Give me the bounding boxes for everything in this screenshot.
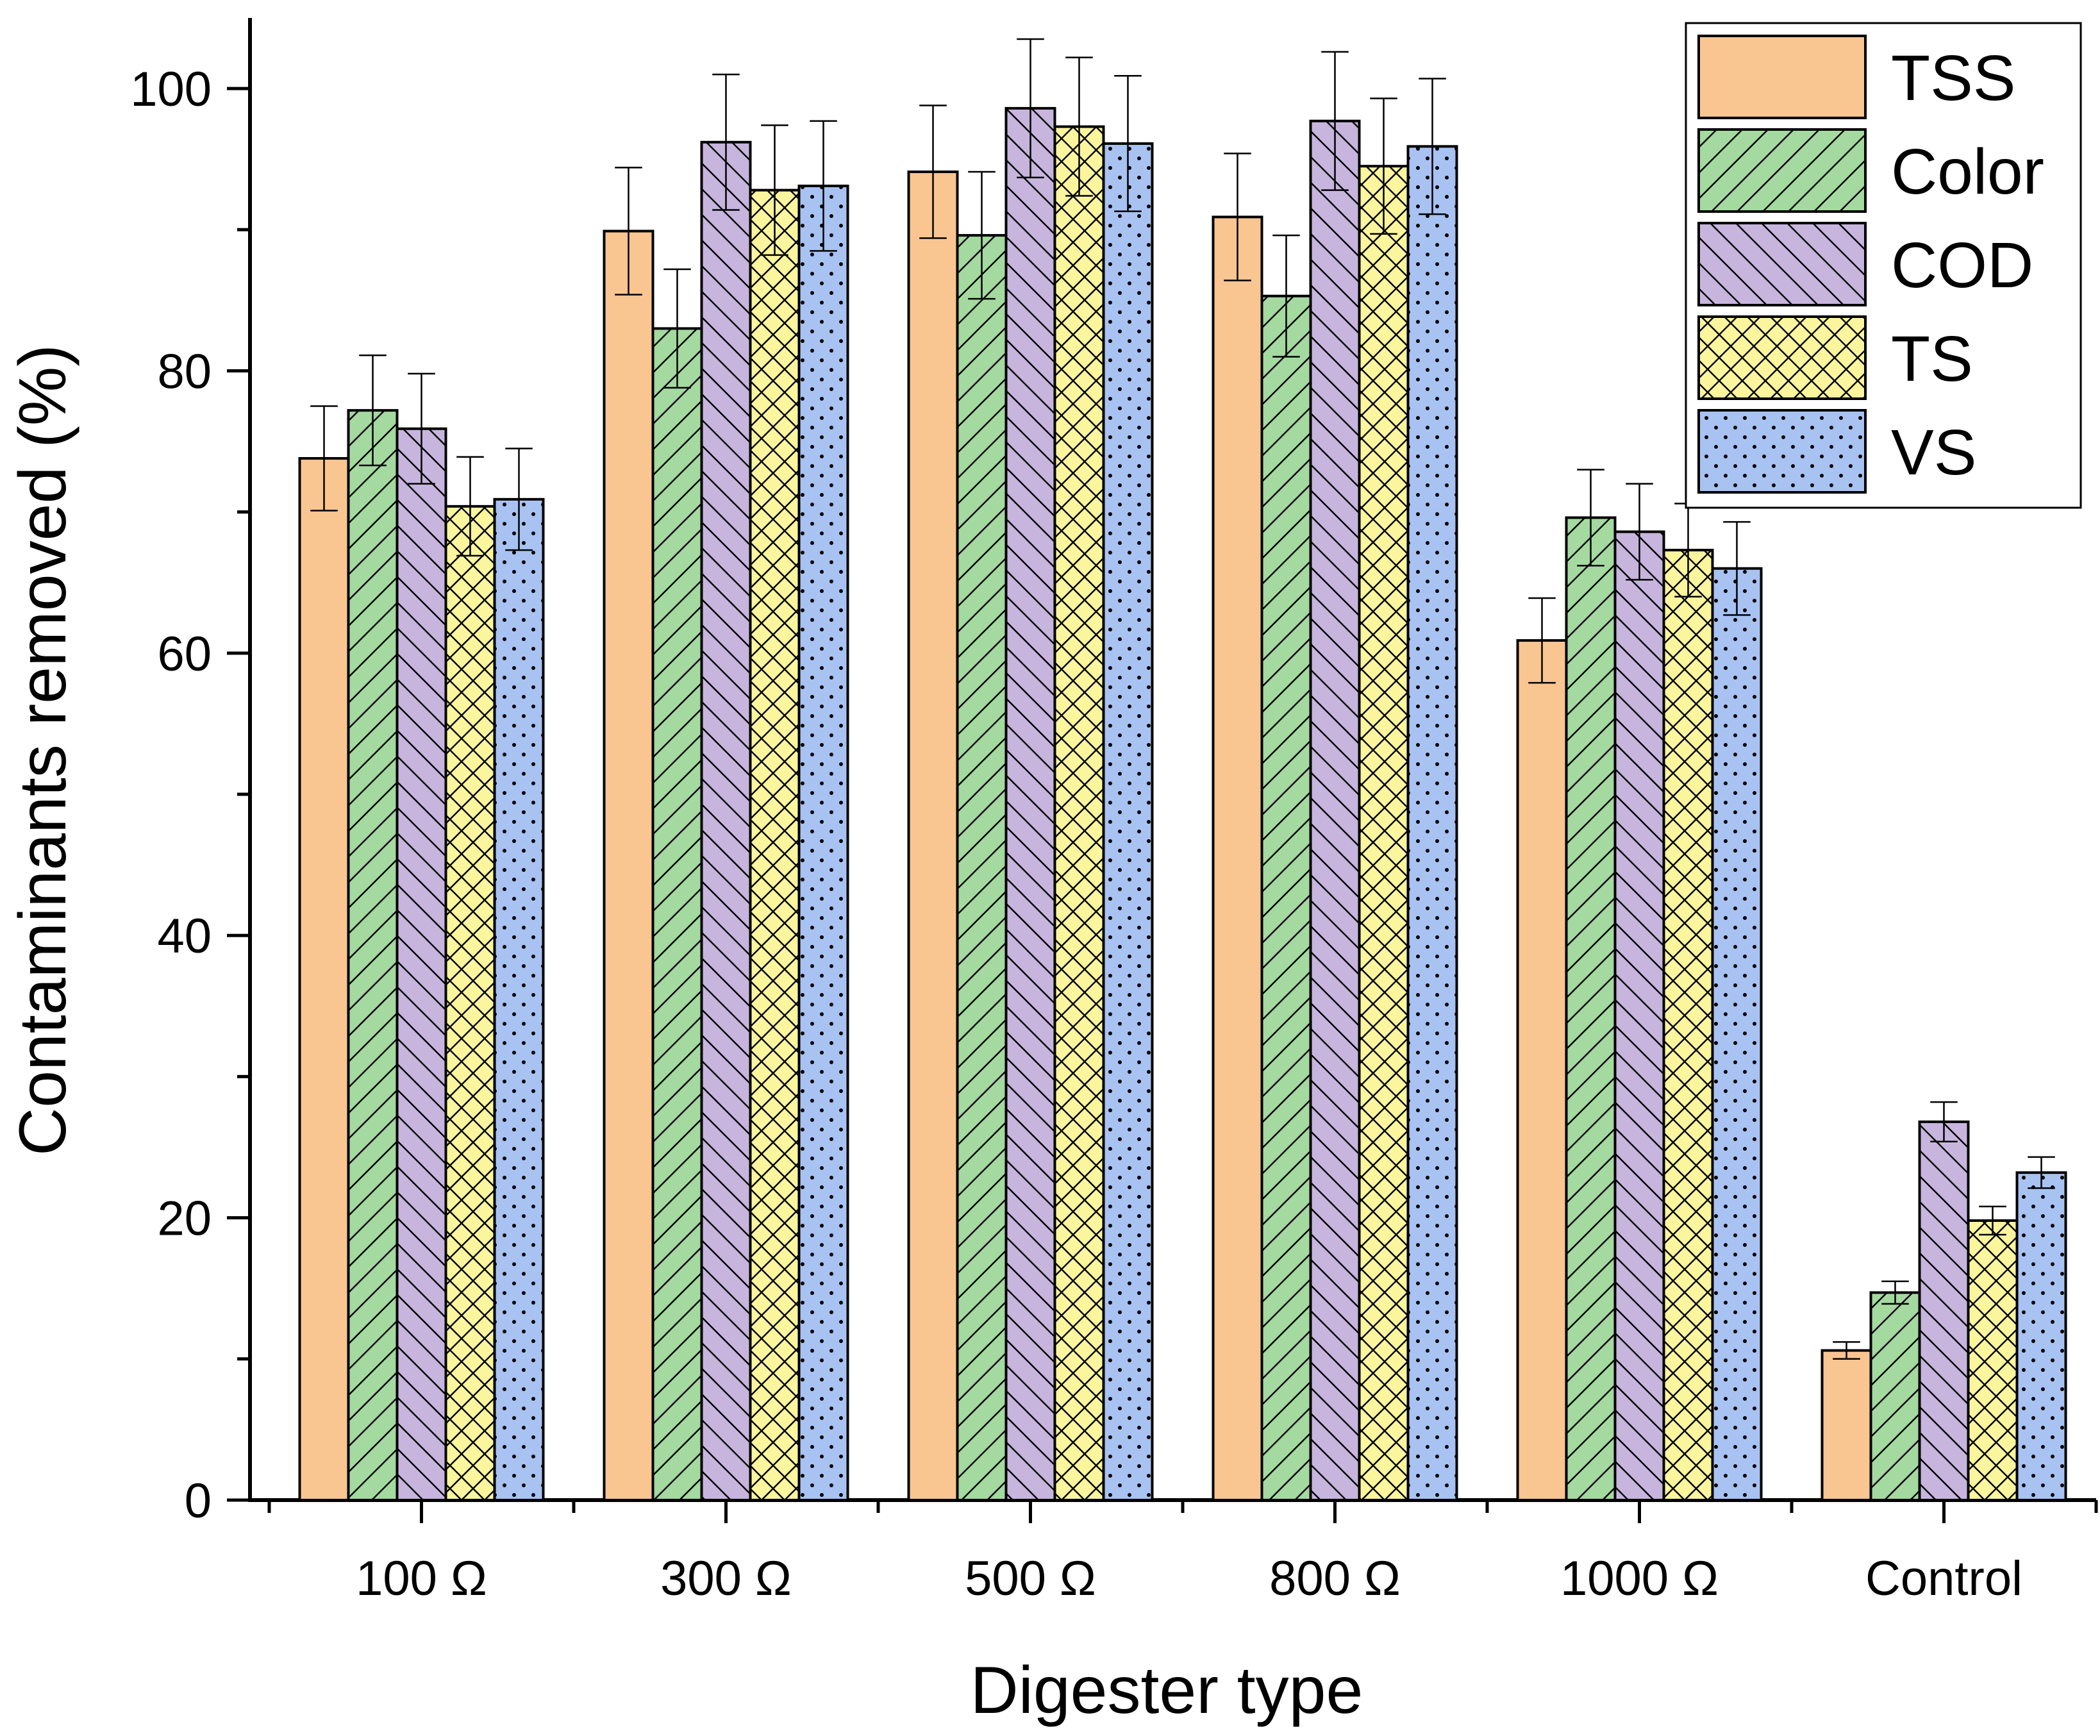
legend-swatch-pattern bbox=[1699, 223, 1865, 305]
y-tick-label: 20 bbox=[157, 1192, 212, 1246]
legend-swatch-outline bbox=[1697, 315, 1867, 400]
legend-swatch-fill bbox=[1699, 36, 1865, 118]
legend-swatch-pattern bbox=[1699, 317, 1865, 399]
bar-pattern bbox=[1310, 121, 1360, 1501]
bar-pattern bbox=[957, 235, 1006, 1501]
legend-swatch-pattern bbox=[1699, 129, 1865, 212]
bar-fill bbox=[604, 231, 653, 1501]
bars bbox=[298, 38, 2067, 1502]
bar-pattern bbox=[1919, 1121, 1969, 1500]
legend-label: TS bbox=[1891, 323, 1973, 395]
y-tick-label: 60 bbox=[157, 627, 212, 681]
bar-pattern bbox=[397, 428, 446, 1500]
bar-pattern bbox=[1566, 517, 1615, 1500]
bar-fill bbox=[1517, 640, 1567, 1500]
legend-label: VS bbox=[1891, 417, 1976, 488]
y-axis-title: Contaminants removed (%) bbox=[6, 344, 80, 1156]
legend-swatch-outline bbox=[1697, 409, 1867, 494]
y-tick-label: 40 bbox=[157, 909, 212, 964]
bar-pattern bbox=[653, 328, 702, 1500]
x-category-label: 100 Ω bbox=[356, 1551, 487, 1606]
bar-pattern bbox=[701, 142, 751, 1501]
x-category-label: 500 Ω bbox=[965, 1551, 1096, 1606]
bar-pattern bbox=[1663, 550, 1713, 1500]
x-category-label: Control bbox=[1865, 1551, 2022, 1606]
legend-label: TSS bbox=[1891, 42, 2015, 114]
x-axis-title: Digester type bbox=[971, 1653, 1363, 1728]
bar-fill bbox=[1213, 217, 1262, 1501]
y-axis: 0 20 40 60 80 100 bbox=[130, 18, 252, 1528]
legend-label: COD bbox=[1891, 230, 2033, 301]
legend-swatch-outline bbox=[1697, 128, 1867, 213]
x-category-label: 300 Ω bbox=[660, 1551, 792, 1606]
y-tick-label: 0 bbox=[185, 1474, 212, 1528]
bar-pattern bbox=[494, 499, 544, 1500]
bar-pattern bbox=[799, 186, 848, 1501]
x-category-label: 1000 Ω bbox=[1560, 1551, 1719, 1606]
legend: TSS Color COD TS VS bbox=[1685, 22, 2082, 509]
bar-pattern bbox=[1103, 143, 1153, 1501]
legend-swatch-outline bbox=[1697, 222, 1867, 306]
y-tick-label: 80 bbox=[157, 344, 212, 399]
x-axis: 100 Ω 300 Ω 500 Ω 800 Ω 1000 Ω Control bbox=[248, 1498, 2098, 1606]
legend-swatch-outline bbox=[1697, 35, 1867, 119]
x-category-label: 800 Ω bbox=[1269, 1551, 1401, 1606]
legend-swatch-pattern bbox=[1699, 410, 1865, 492]
bar-pattern bbox=[1054, 126, 1104, 1501]
bar-pattern bbox=[1871, 1292, 1920, 1500]
bar-pattern bbox=[1712, 568, 1762, 1500]
bar-fill bbox=[908, 172, 958, 1501]
bar-pattern bbox=[1006, 108, 1055, 1501]
bar-pattern bbox=[750, 190, 799, 1501]
bar-pattern bbox=[348, 410, 397, 1500]
y-tick-label: 100 bbox=[130, 62, 212, 117]
bar-pattern bbox=[1359, 166, 1408, 1501]
legend-label: Color bbox=[1891, 136, 2044, 208]
bar-pattern bbox=[1408, 146, 1457, 1501]
bar-pattern bbox=[2017, 1173, 2066, 1500]
bar-pattern bbox=[1968, 1221, 2017, 1500]
bar-pattern bbox=[1262, 296, 1311, 1500]
bar-fill bbox=[1822, 1350, 1871, 1500]
bar-fill bbox=[299, 458, 349, 1500]
bar-pattern bbox=[1615, 531, 1664, 1500]
bar-pattern bbox=[446, 506, 495, 1500]
